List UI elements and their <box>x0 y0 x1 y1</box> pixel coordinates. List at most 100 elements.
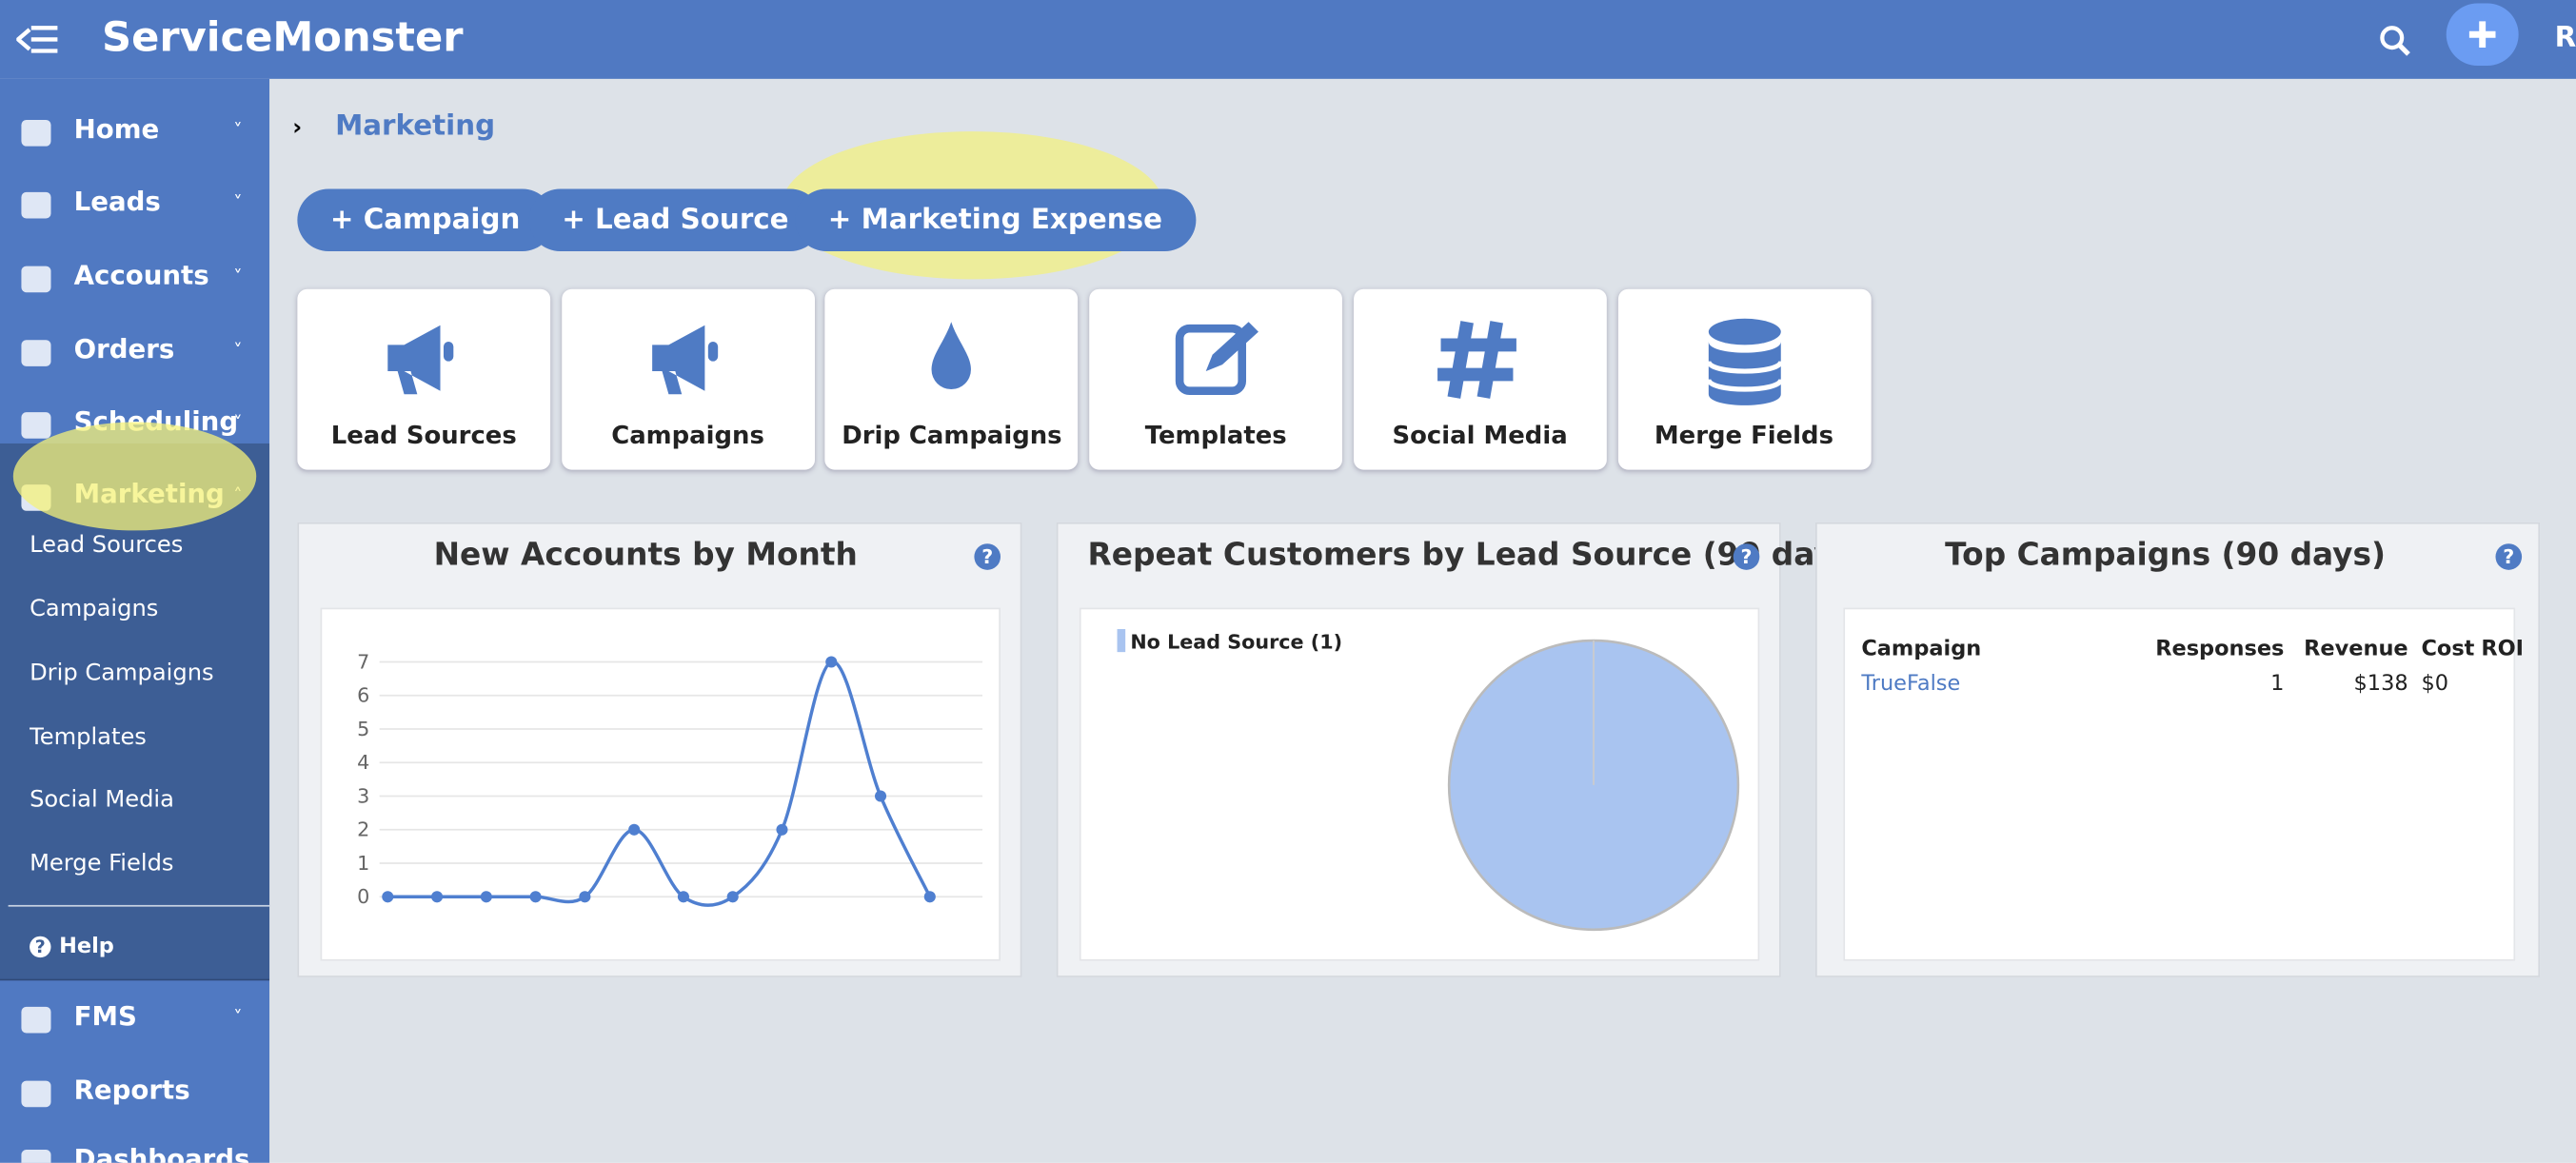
header-row: Campaign Responses Revenue Cost ROI <box>1852 632 2527 666</box>
submenu-item[interactable]: Merge Fields <box>30 850 174 877</box>
button-label: Campaign <box>363 203 521 237</box>
menu-item[interactable]: Home <box>73 113 160 145</box>
menu-icon[interactable] <box>16 23 59 56</box>
y-tick-label: 3 <box>357 784 369 807</box>
header: ServiceMonster Re <box>0 0 2576 79</box>
breadcrumb-arrow: › <box>292 114 303 142</box>
menu-icon <box>21 340 51 366</box>
action-button[interactable]: + Campaign <box>297 188 553 252</box>
tile[interactable]: Templates <box>1089 288 1343 470</box>
table-card: Top Campaigns (90 days) ? Campaign Respon… <box>1815 522 2541 977</box>
chevron: ˅ <box>233 412 243 434</box>
point <box>382 891 394 903</box>
y-tick-label: 6 <box>357 684 369 707</box>
add-button[interactable] <box>2446 3 2519 67</box>
sidebar: Home ˅ Leads ˅ Accounts ˅ Orders ˅ Scheduling ˅ Ma… <box>0 78 270 1163</box>
chevron: ˅ <box>233 119 243 142</box>
submenu-item[interactable]: Templates <box>30 724 147 751</box>
tile-label: Merge Fields <box>1654 420 1833 450</box>
point <box>480 891 492 903</box>
tile-icon <box>1705 318 1783 405</box>
action-button[interactable]: + Lead Source <box>528 188 822 252</box>
submenu-item[interactable]: Campaigns <box>30 596 159 623</box>
chevron: ˄ <box>233 484 243 506</box>
y-tick-label: 4 <box>357 751 369 774</box>
help-icon: ? <box>30 936 51 958</box>
point <box>726 891 739 903</box>
divider <box>0 978 270 981</box>
menu-icon <box>21 266 51 293</box>
menu-item[interactable]: Scheduling <box>73 405 239 438</box>
card-title: New Accounts by Month <box>433 537 858 574</box>
menu-icon <box>21 191 51 219</box>
tile-icon <box>1175 322 1259 396</box>
menu-item[interactable]: Marketing <box>73 478 225 509</box>
brand[interactable]: ServiceMonster <box>101 12 464 61</box>
breadcrumb[interactable]: Marketing <box>335 109 496 144</box>
search-icon[interactable] <box>2379 25 2412 58</box>
submenu-item[interactable]: Drip Campaigns <box>30 660 214 687</box>
cell: $138 <box>2353 671 2408 697</box>
tile-icon <box>387 325 454 395</box>
y-tick-label: 5 <box>357 718 369 740</box>
tile-icon <box>651 325 718 395</box>
help-icon[interactable]: ? <box>2495 543 2523 570</box>
card-title: Top Campaigns (90 days) <box>1945 537 2387 574</box>
tile[interactable]: Merge Fields <box>1617 288 1871 470</box>
user[interactable]: Re <box>2554 21 2576 54</box>
point <box>825 656 838 668</box>
column-header: ROI <box>2481 637 2525 662</box>
column-header: Campaign <box>1861 637 1982 662</box>
menu-item[interactable]: FMS <box>73 1000 137 1032</box>
menu-icon <box>21 1006 51 1034</box>
tile-icon <box>1437 321 1516 399</box>
tile[interactable]: Lead Sources <box>297 288 551 470</box>
help[interactable]: Help <box>59 934 114 959</box>
point <box>628 823 641 836</box>
row: TrueFalse 1 $138 $0 <box>1852 667 2527 701</box>
campaign-table: Campaign Responses Revenue Cost ROI TrueFalse… <box>1852 632 2527 700</box>
menu-icon <box>21 484 51 511</box>
button-label: Lead Source <box>595 203 789 237</box>
y-tick-label: 1 <box>357 852 369 875</box>
action-button[interactable]: + Marketing Expense <box>795 188 1196 252</box>
help-icon[interactable]: ? <box>974 543 1001 570</box>
line-card: New Accounts by Month ? 0 1 2 3 4 5 6 7 <box>297 522 1022 977</box>
tile[interactable]: Social Media <box>1353 288 1607 470</box>
y-tick-label: 0 <box>357 885 369 908</box>
pie-chart: No Lead Source (1) <box>1117 628 1740 932</box>
help-icon[interactable]: ? <box>1733 543 1760 570</box>
cell: $0 <box>2421 671 2449 697</box>
column-header: Cost <box>2421 637 2475 662</box>
point <box>776 823 788 836</box>
menu-item[interactable]: Dashboards <box>73 1143 250 1163</box>
menu-item[interactable]: Orders <box>73 333 175 365</box>
menu-item[interactable]: Reports <box>73 1074 190 1106</box>
tile-label: Social Media <box>1392 420 1568 450</box>
point <box>579 891 591 903</box>
point <box>431 891 444 903</box>
cell: 1 <box>2270 671 2285 697</box>
button-label: Marketing Expense <box>861 203 1163 237</box>
tile[interactable]: Drip Campaigns <box>825 288 1079 470</box>
menu-item[interactable]: Accounts <box>73 259 209 291</box>
tile-label: Drip Campaigns <box>842 420 1062 450</box>
column-header: Revenue <box>2304 637 2408 662</box>
submenu-item[interactable]: Social Media <box>30 786 174 814</box>
point <box>677 891 689 903</box>
tile-icon <box>932 322 972 390</box>
chevron: ˅ <box>233 340 243 362</box>
chevron: ˅ <box>233 266 243 288</box>
legend-label: No Lead Source (1) <box>1130 631 1342 654</box>
campaign-link[interactable]: TrueFalse <box>1861 671 1961 697</box>
tile[interactable]: Campaigns <box>561 288 815 470</box>
submenu-item[interactable]: Lead Sources <box>30 532 184 559</box>
tile-label: Lead Sources <box>330 420 517 450</box>
expanded-menu <box>0 443 270 979</box>
menu-item[interactable]: Leads <box>73 186 161 217</box>
column-header: Responses <box>2155 637 2285 662</box>
chevron: ˅ <box>233 191 243 214</box>
menu-icon <box>21 1150 51 1163</box>
divider <box>8 904 270 907</box>
